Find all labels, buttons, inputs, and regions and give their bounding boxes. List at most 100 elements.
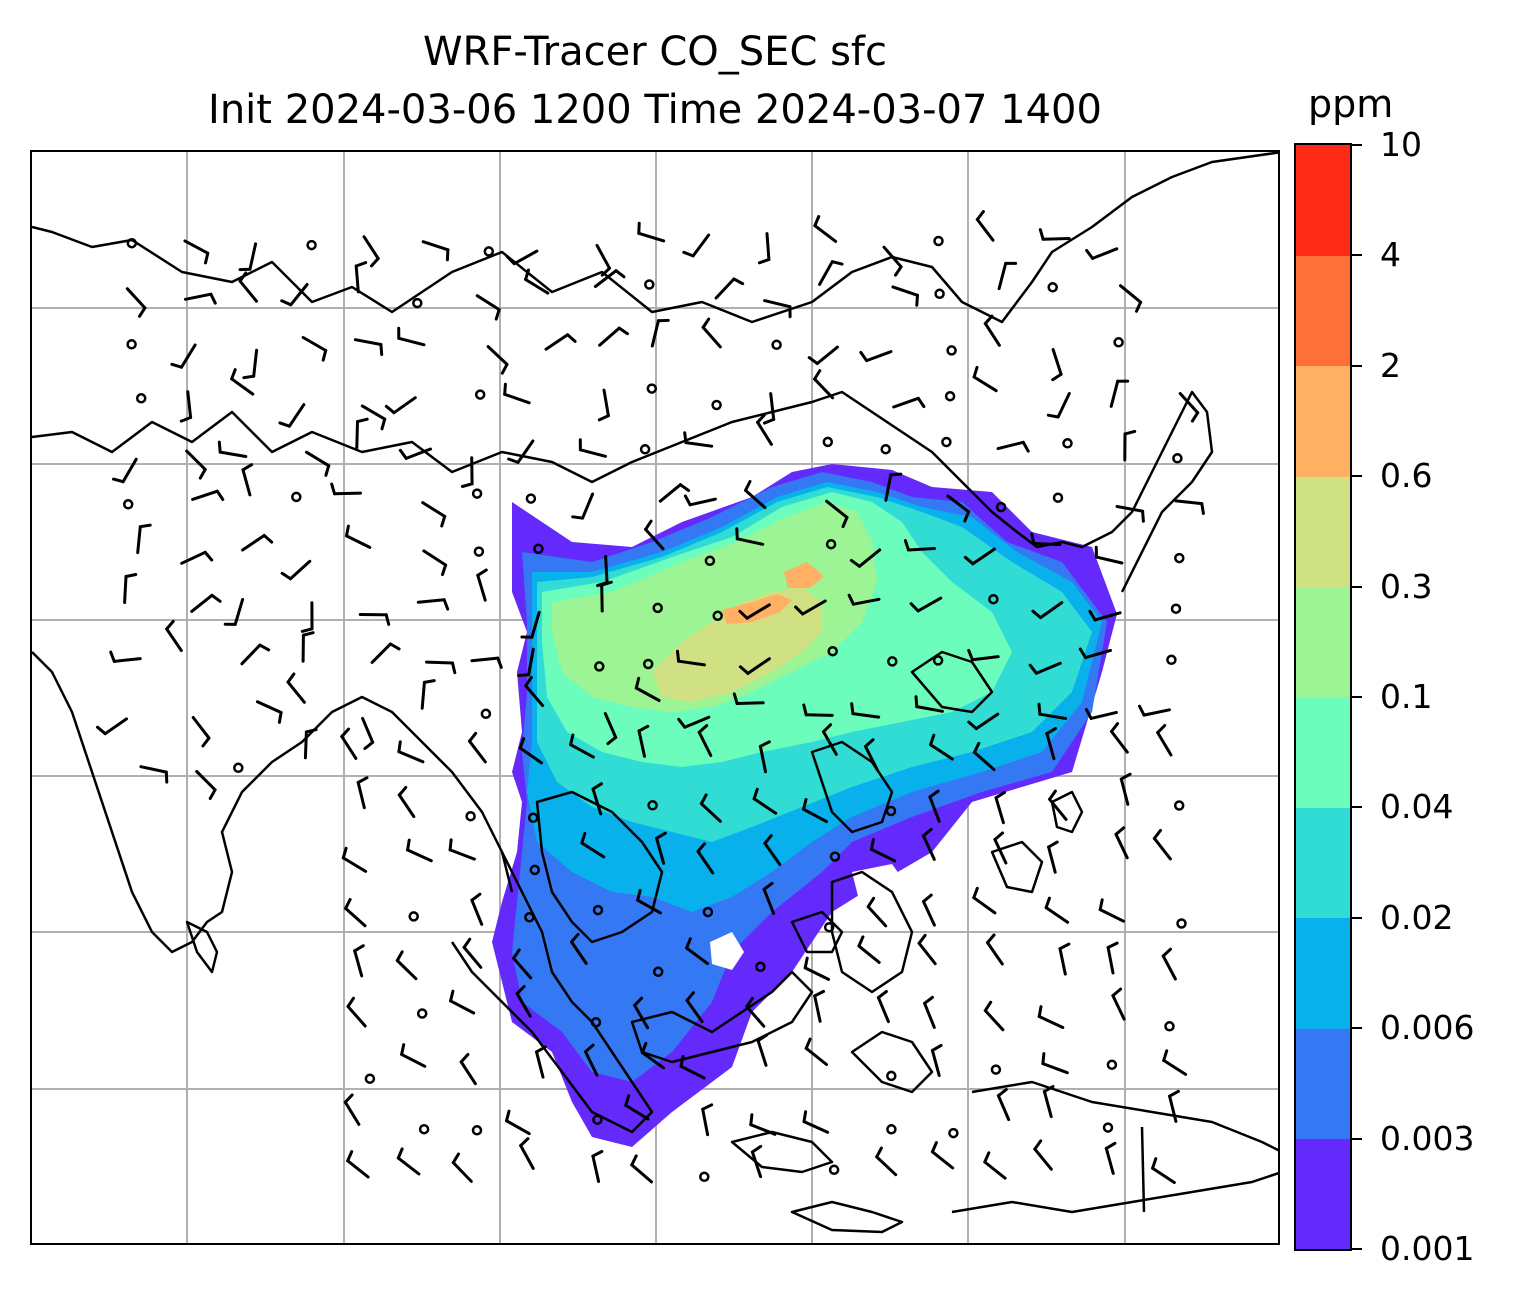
wind-barb-flag: [972, 741, 981, 754]
wind-barb-flag: [379, 343, 384, 356]
wind-barb-shaft: [851, 597, 881, 606]
wind-barb-shaft: [346, 1159, 370, 1179]
wind-barb-shaft: [813, 377, 835, 400]
wind-barb-shaft: [535, 1050, 545, 1079]
wind-barb-shaft: [397, 336, 426, 347]
wind-barb-shaft: [468, 739, 487, 764]
wind-barb-shaft: [185, 449, 207, 471]
colorbar-tick: [1352, 696, 1362, 698]
colorbar-segment: [1296, 1138, 1350, 1250]
calm-wind-circle: [1176, 918, 1187, 929]
wind-barb-flag: [238, 271, 248, 283]
wind-barb-flag: [517, 673, 531, 677]
colorbar-tick: [1352, 1027, 1362, 1030]
wind-barb-shaft: [139, 765, 168, 774]
wind-barb-shaft: [892, 396, 920, 409]
wind-barb-flag: [1161, 947, 1172, 958]
wind-barb-flag: [749, 1113, 754, 1127]
wind-barb-shaft: [600, 583, 604, 613]
wind-barb-flag: [802, 798, 808, 811]
wind-barb-shaft: [230, 377, 255, 396]
calm-wind-circle: [829, 851, 841, 862]
wind-barb-shaft: [640, 1051, 665, 1070]
wind-barb-flag: [762, 417, 776, 425]
wind-barb-shaft: [397, 793, 416, 819]
wind-barb-flag: [397, 786, 408, 797]
wind-barb-shaft: [470, 898, 484, 926]
wind-barb-shaft: [866, 905, 888, 928]
colorbar-tick-label: 10: [1380, 125, 1422, 164]
wind-barb-shaft: [1044, 906, 1070, 924]
calm-wind-circle: [483, 246, 495, 257]
field-level-0.1: [552, 502, 877, 712]
wind-barb-shaft: [425, 660, 454, 665]
wind-barb-flag: [451, 1152, 460, 1165]
colorbar-tick: [1352, 916, 1362, 919]
colorbar-tick: [1352, 806, 1362, 809]
wind-barb-flag: [683, 494, 692, 507]
wind-barb-flag: [757, 258, 771, 265]
wind-barb-shaft: [637, 729, 646, 758]
wind-barb-shaft: [186, 390, 193, 419]
wind-barb-shaft: [714, 277, 736, 300]
wind-barb-shaft: [346, 1005, 367, 1028]
wind-barb-flag: [909, 602, 920, 613]
wind-barb-shaft: [218, 450, 248, 458]
wind-barb-flag: [696, 842, 706, 853]
wind-barb-flag: [1033, 1139, 1043, 1151]
calm-wind-circle: [946, 345, 957, 356]
wind-barb-flag: [633, 996, 644, 1007]
colorbar-tick: [1352, 475, 1362, 478]
wind-barb-shaft: [1142, 708, 1171, 717]
calm-wind-circle: [990, 1064, 1002, 1075]
wind-barb-shaft: [341, 856, 368, 873]
wind-barb-flag: [277, 711, 283, 724]
wind-barb-flag: [889, 472, 903, 477]
wind-barb-shaft: [503, 392, 531, 405]
calm-wind-circle: [712, 610, 723, 622]
colorbar-tick: [1352, 1137, 1362, 1140]
wind-barb-shaft: [422, 549, 448, 567]
wind-barb-shaft: [1032, 542, 1062, 547]
wind-barb-flag: [993, 831, 1004, 841]
colorbar-tick: [1352, 585, 1362, 588]
wind-barb-flag: [1151, 1157, 1158, 1170]
wind-barb-shaft: [972, 375, 998, 393]
wind-barb-flag: [356, 417, 369, 424]
wind-barb-shaft: [1047, 845, 1057, 874]
calm-wind-circle: [1047, 282, 1058, 293]
wind-barb-shaft: [421, 501, 447, 518]
wind-barb-flag: [1119, 772, 1132, 781]
wind-barb-shaft: [1098, 908, 1125, 923]
wind-barb-shaft: [972, 896, 997, 915]
wind-barb-flag: [569, 733, 575, 747]
wind-barb-shaft: [752, 797, 778, 815]
wind-barb-flag: [396, 1147, 404, 1160]
map-panel[interactable]: [30, 150, 1280, 1245]
wind-barb-flag: [445, 248, 450, 262]
wind-barb-flag: [518, 737, 526, 750]
wind-barb-flag: [1038, 228, 1045, 241]
wind-barb-shaft: [1089, 710, 1118, 720]
wind-barb-flag: [701, 1103, 714, 1111]
wind-barb-flag: [1047, 840, 1059, 849]
wind-barb-shaft: [301, 336, 328, 352]
wind-barb-flag: [280, 299, 293, 307]
wind-barb-shaft: [636, 898, 662, 915]
wind-barb-shaft: [983, 1160, 1007, 1180]
wind-barb-flag: [1141, 509, 1145, 523]
wind-barb-shaft: [697, 730, 713, 757]
calm-wind-circle: [126, 339, 137, 350]
wind-barb-flag: [524, 268, 530, 281]
colorbar-tick-label: 0.001: [1380, 1229, 1475, 1268]
wind-barb-shaft: [305, 450, 331, 468]
wind-barb-flag: [1042, 1085, 1055, 1093]
wind-barb-shaft: [1151, 1166, 1176, 1184]
wind-barb-flag: [758, 740, 771, 748]
wind-barb-shaft: [1037, 1015, 1065, 1029]
wind-barb-shaft: [875, 1155, 898, 1177]
wind-barb-shaft: [584, 1050, 599, 1077]
wind-barb-flag: [507, 457, 520, 464]
wind-barb-flag: [963, 510, 971, 523]
wind-barb-shaft: [416, 598, 446, 604]
